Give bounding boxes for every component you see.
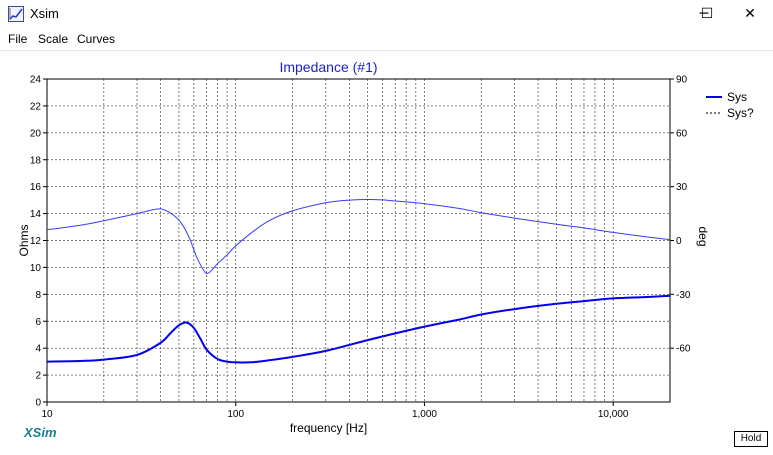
x-tick-label: 1,000: [412, 409, 437, 420]
xsim-app-icon: [8, 6, 24, 22]
window-title: Xsim: [30, 6, 59, 21]
phase-curve: [46, 199, 671, 274]
y-tick-label: 14: [30, 209, 42, 220]
y-tick-label: 0: [35, 398, 41, 409]
menu-scale[interactable]: Scale: [38, 32, 69, 46]
close-button[interactable]: ✕: [744, 6, 756, 22]
y-tick-label: 24: [30, 75, 42, 86]
y-tick-label: 10: [30, 263, 42, 274]
y2-tick-label: 30: [676, 182, 688, 193]
xsim-brand-label: XSim: [24, 425, 57, 440]
title-bar: Xsim ─ ☐ ✕: [0, 0, 773, 28]
y-tick-label: 22: [30, 101, 42, 112]
y-tick-label: 12: [30, 236, 42, 247]
y2-tick-label: 0: [676, 236, 682, 247]
x-tick-label: 100: [227, 409, 244, 420]
maximize-button[interactable]: ☐: [700, 6, 714, 22]
y2-tick-label: -30: [676, 290, 691, 301]
plot-area: 0 2 4 6 8 10 12 14 16 18 20 22 24 -60 -30 0 30 60 90 10 100 1…: [0, 50, 773, 450]
menu-file[interactable]: File: [8, 32, 28, 46]
y-tick-label: 20: [30, 128, 42, 139]
y-tick-label: 4: [35, 344, 41, 355]
menu-curves[interactable]: Curves: [77, 32, 116, 46]
menu-bar: File Scale Curves: [0, 29, 773, 49]
legend-label-sys-alt: Sys?: [727, 106, 754, 120]
impedance-curve: [46, 294, 671, 364]
x-axis-label: frequency [Hz]: [290, 421, 367, 435]
x-tick-label: 10: [41, 409, 53, 420]
y-tick-label: 16: [30, 182, 42, 193]
minimize-button[interactable]: ─: [699, 6, 709, 22]
x-tick-label: 10,000: [598, 409, 629, 420]
y2-tick-label: -60: [676, 344, 691, 355]
y-axis-label: Ohms: [17, 224, 31, 256]
y-tick-label: 2: [35, 371, 41, 382]
hold-button[interactable]: Hold: [734, 431, 768, 447]
y-tick-label: 8: [35, 290, 41, 301]
y2-axis-label: deg: [696, 226, 710, 246]
y-tick-label: 6: [35, 317, 41, 328]
chart-title: Impedance (#1): [279, 59, 377, 75]
y2-tick-label: 60: [676, 128, 688, 139]
y2-tick-label: 90: [676, 75, 688, 86]
legend-label-sys: Sys: [727, 90, 747, 104]
y-tick-label: 18: [30, 155, 42, 166]
